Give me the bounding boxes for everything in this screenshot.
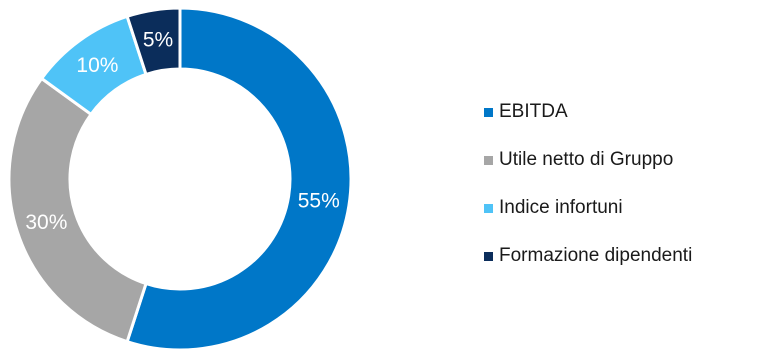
slice-formazione-dipendenti (125, 6, 182, 77)
legend-item-formazione-dipendenti: Formazione dipendenti (484, 244, 692, 268)
slice-value-label: 5% (143, 29, 173, 52)
legend-item-utile-netto: Utile netto di Gruppo (484, 148, 692, 172)
legend-swatch (484, 203, 493, 213)
slice-value-label: 30% (25, 211, 67, 234)
legend-item-ebitda: EBITDA (484, 100, 692, 124)
legend-label: EBITDA (499, 101, 568, 122)
legend-label: Formazione dipendenti (499, 245, 693, 266)
donut-labels: 55% 30% 10% 5% (25, 29, 339, 234)
legend-item-indice-infortuni: Indice infortuni (484, 196, 692, 220)
legend-swatch (484, 155, 493, 165)
donut-slices (7, 6, 353, 349)
slice-value-label: 10% (76, 54, 118, 77)
legend-label: Utile netto di Gruppo (499, 149, 674, 170)
chart-legend: EBITDA Utile netto di Gruppo Indice info… (484, 100, 692, 292)
legend-swatch (484, 107, 493, 117)
slice-utile-netto-di-gruppo (7, 76, 148, 344)
slice-value-label: 55% (298, 189, 340, 212)
legend-label: Indice infortuni (499, 197, 623, 218)
slice-ebitda (125, 6, 353, 349)
legend-swatch (484, 251, 493, 261)
